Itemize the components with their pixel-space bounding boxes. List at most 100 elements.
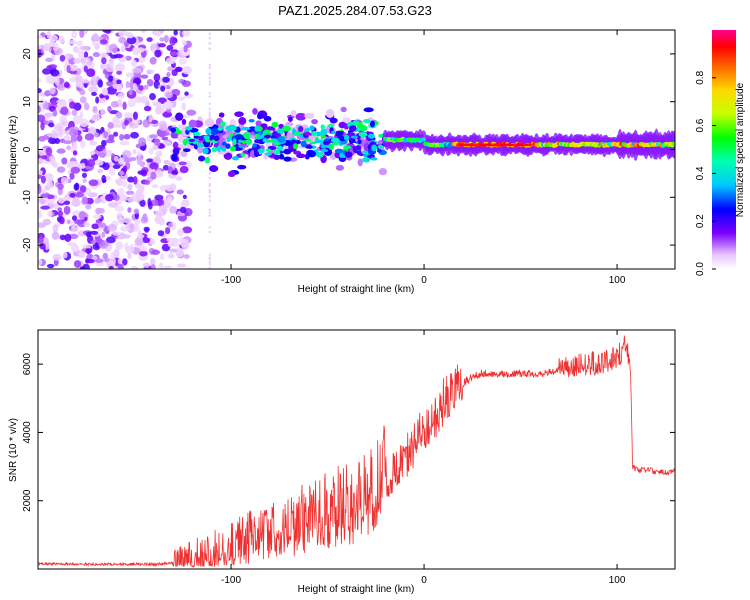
x-tick-label: 0	[421, 575, 427, 586]
heatmap-cell	[181, 243, 190, 250]
heatmap-cell	[208, 195, 211, 198]
heatmap-cell	[58, 35, 65, 44]
heatmap-cell	[177, 249, 184, 257]
heatmap-cell	[223, 152, 233, 160]
snr-panel: -100 0 100 2000 4000 6000 Height of straight…	[8, 329, 676, 595]
colorbar-tick-label: 0.6	[695, 118, 706, 132]
heatmap-cell	[162, 164, 170, 171]
heatmap-cell	[142, 213, 148, 223]
heatmap-cell	[42, 43, 51, 52]
heatmap-cell	[357, 158, 363, 167]
heatmap-cell	[287, 116, 293, 122]
heatmap-cell	[146, 37, 153, 42]
heatmap-cell	[38, 78, 42, 83]
heatmap-cell	[192, 131, 201, 137]
heatmap-cell	[179, 166, 189, 174]
heatmap-cell	[59, 54, 66, 62]
snr-series-line	[38, 335, 675, 568]
heatmap-cell	[110, 100, 120, 108]
heatmap-cell	[208, 32, 211, 35]
heatmap-cell	[115, 111, 123, 119]
heatmap-cell	[115, 178, 123, 185]
heatmap-cell	[283, 156, 292, 162]
heatmap-cell	[360, 125, 368, 132]
heatmap-cell	[148, 114, 153, 123]
heatmap-cell	[100, 108, 106, 115]
heatmap-cell	[39, 242, 46, 250]
chart-title: PAZ1.2025.284.07.53.G23	[278, 3, 432, 18]
heatmap-cell	[73, 260, 82, 268]
heatmap-cell	[246, 139, 252, 146]
heatmap-cell	[163, 35, 169, 43]
heatmap-cell	[142, 262, 150, 268]
heatmap-cell	[108, 43, 118, 53]
heatmap-cell	[68, 40, 78, 45]
heatmap-cell	[304, 112, 315, 120]
heatmap-cell	[40, 205, 50, 210]
heatmap-cell	[136, 192, 145, 201]
heatmap-cell	[98, 152, 106, 158]
heatmap-cell	[79, 89, 86, 96]
y-tick-label: -20	[22, 237, 33, 252]
heatmap-cell	[172, 141, 179, 149]
heatmap-cell	[117, 187, 125, 197]
heatmap-cell	[85, 231, 92, 238]
heatmap-cell	[61, 120, 66, 126]
heatmap-cell	[61, 157, 68, 165]
heatmap-cell	[114, 53, 124, 59]
heatmap-cell	[145, 69, 155, 74]
heatmap-cell	[116, 212, 123, 221]
heatmap-cell	[116, 70, 123, 75]
heatmap-cell	[120, 44, 126, 53]
heatmap-cell	[163, 265, 172, 269]
heatmap-cell	[79, 162, 86, 169]
heatmap-cell	[149, 134, 158, 139]
heatmap-cell	[295, 112, 307, 121]
heatmap-cell	[142, 119, 150, 128]
heatmap-cell	[226, 136, 231, 143]
heatmap-cell	[104, 149, 113, 157]
heatmap-cell	[107, 223, 117, 232]
heatmap-cell	[119, 170, 125, 176]
heatmap-cell	[86, 159, 96, 167]
heatmap-cell	[265, 148, 272, 152]
heatmap-cell	[97, 79, 104, 88]
heatmap-cell	[99, 97, 107, 104]
heatmap-cell	[122, 180, 128, 188]
heatmap-cell	[202, 147, 209, 155]
heatmap-cell	[72, 141, 78, 151]
heatmap-cell	[162, 111, 173, 118]
heatmap-cell	[127, 99, 136, 108]
heatmap-cell	[175, 176, 183, 181]
heatmap-cell	[149, 162, 159, 170]
heatmap-cell	[62, 251, 68, 259]
heatmap-cell	[177, 96, 186, 101]
heatmap-cell	[38, 44, 42, 50]
heatmap-cell	[137, 229, 142, 239]
heatmap-cell	[296, 153, 306, 159]
heatmap-cell	[115, 241, 123, 250]
heatmap-cell	[99, 93, 105, 99]
heatmap-cell	[57, 207, 63, 212]
heatmap-cell	[159, 37, 165, 42]
heatmap-cell	[671, 141, 675, 147]
heatmap-cell	[108, 265, 114, 269]
heatmap-cell	[38, 174, 43, 179]
heatmap-cell	[371, 144, 378, 152]
heatmap-cell	[45, 147, 53, 156]
heatmap-cell	[181, 80, 191, 88]
heatmap-cell	[158, 170, 164, 177]
heatmap-cell	[231, 156, 240, 161]
heatmap-cell	[57, 210, 63, 217]
heatmap-cell	[56, 166, 66, 173]
heatmap-cell	[314, 139, 322, 143]
heatmap-cell	[118, 36, 127, 44]
heatmap-cell	[44, 112, 54, 118]
heatmap-cell	[38, 259, 43, 265]
heatmap-cell	[266, 126, 275, 131]
heatmap-cell	[277, 136, 286, 143]
heatmap-cell	[331, 137, 340, 143]
heatmap-cell	[86, 68, 96, 77]
heatmap-cell	[330, 130, 337, 135]
